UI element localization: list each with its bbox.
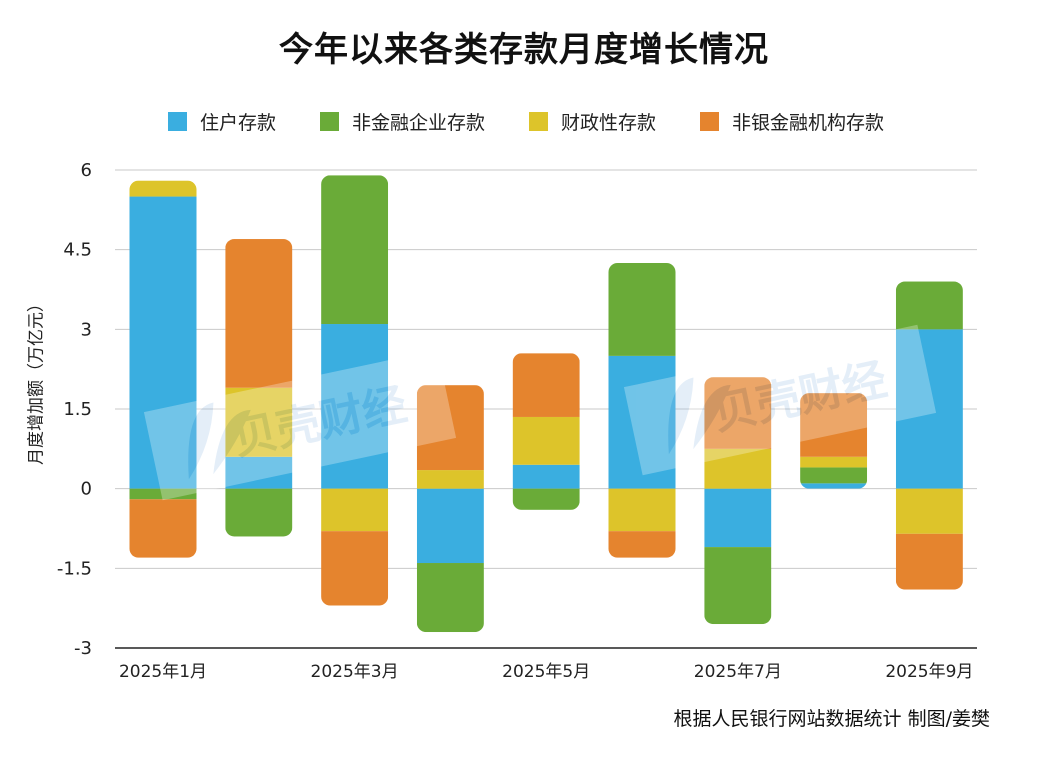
y-tick-label: 6 <box>81 160 92 181</box>
watermark: 贝壳财经 贝壳财经 <box>143 324 937 501</box>
bar-segment-nonbank <box>129 499 197 558</box>
watermark-mark: 贝壳财经 <box>623 324 937 476</box>
bar-segment-enterprise <box>225 488 293 537</box>
bar-segment-nonbank <box>608 531 676 558</box>
legend-label-nonbank: 非银金融机构存款 <box>732 111 885 134</box>
bar-segment-nonbank <box>416 385 484 471</box>
x-tick-label: 2025年3月 <box>311 662 399 682</box>
watermark-plate <box>623 324 937 476</box>
bar-segment-nonbank <box>225 239 293 388</box>
bar-stack <box>225 239 293 537</box>
bar-segment-nonbank <box>800 393 868 457</box>
bar-stack <box>512 353 580 510</box>
legend-item-fiscal[interactable]: 财政性存款 <box>529 108 656 135</box>
bar-segment-household <box>512 464 580 489</box>
chart-title: 今年以来各类存款月度增长情况 <box>279 30 769 70</box>
bar-segment-nonbank <box>321 531 389 606</box>
bar-stack <box>800 393 868 489</box>
x-tick-label: 2025年7月 <box>694 662 782 682</box>
bar-segment-nonbank <box>704 377 772 449</box>
bar-segment-fiscal <box>225 387 293 457</box>
bar-segment-fiscal <box>512 416 580 465</box>
bar-stack <box>704 377 772 625</box>
bar-segment-fiscal <box>608 488 676 532</box>
legend-item-enterprise[interactable]: 非金融企业存款 <box>320 108 485 135</box>
bars <box>129 175 963 633</box>
bar-segment-household <box>321 324 389 489</box>
bar-segment-enterprise <box>704 547 772 625</box>
bar-segment-fiscal <box>704 448 772 489</box>
bar-stack <box>895 281 963 590</box>
y-tick-label: -3 <box>74 638 92 659</box>
y-tick-label: -1.5 <box>57 558 92 579</box>
bar-segment-fiscal <box>416 470 484 489</box>
bar-segment-nonbank <box>512 353 580 417</box>
bar-segment-household <box>800 483 868 489</box>
bar-segment-household <box>129 196 197 489</box>
legend-item-nonbank[interactable]: 非银金融机构存款 <box>700 108 884 135</box>
bar-segment-household <box>704 488 772 548</box>
bar-segment-enterprise <box>416 563 484 633</box>
legend-label-fiscal: 财政性存款 <box>561 111 657 134</box>
bar-segment-fiscal <box>129 180 197 197</box>
x-tick-label: 2025年1月 <box>119 662 207 682</box>
watermark-mark: 贝壳财经 <box>143 349 457 501</box>
bar-segment-enterprise <box>321 175 389 325</box>
y-tick-label: 4.5 <box>63 240 92 261</box>
legend-swatch-nonbank <box>700 111 720 131</box>
chart-legend: 住户存款 非金融企业存款 财政性存款 非银金融机构存款 <box>168 108 928 134</box>
bar-stack <box>129 180 197 558</box>
bar-segment-fiscal <box>895 488 963 534</box>
legend-item-household[interactable]: 住户存款 <box>168 108 276 135</box>
bar-segment-enterprise <box>800 467 868 484</box>
legend-swatch-fiscal <box>529 111 549 131</box>
bar-segment-enterprise <box>608 262 676 356</box>
bar-segment-enterprise <box>129 488 197 500</box>
bar-stack <box>321 175 389 606</box>
x-tick-label: 2025年5月 <box>502 662 590 682</box>
bar-segment-nonbank <box>895 533 963 590</box>
bar-segment-enterprise <box>512 488 580 510</box>
bar-stack <box>416 385 484 633</box>
legend-swatch-enterprise <box>320 111 340 131</box>
y-tick-label: 3 <box>81 319 92 340</box>
bar-segment-fiscal <box>321 488 389 532</box>
legend-swatch-household <box>168 111 187 131</box>
y-tick-label: 1.5 <box>63 399 92 420</box>
legend-label-household: 住户存款 <box>200 111 277 134</box>
bar-segment-enterprise <box>895 281 963 330</box>
source-note: 根据人民银行网站数据统计 制图/姜樊 <box>673 708 990 730</box>
y-tick-label: 0 <box>81 479 92 500</box>
bar-segment-household <box>225 456 293 489</box>
bar-segment-household <box>416 488 484 564</box>
watermark-shell-icon <box>188 402 251 480</box>
watermark-shell-icon <box>668 377 731 455</box>
bar-stack <box>608 262 676 558</box>
legend-label-enterprise: 非金融企业存款 <box>352 111 486 134</box>
bar-segment-household <box>608 355 676 489</box>
watermark-plate <box>143 349 457 501</box>
bar-segment-fiscal <box>800 456 868 468</box>
axes: 6 4.5 3 1.5 0 -1.5 -3 2025年1月 2025年3月 2025年5月 2025… <box>57 160 974 682</box>
bar-segment-household <box>895 329 963 489</box>
x-tick-label: 2025年9月 <box>885 662 973 682</box>
